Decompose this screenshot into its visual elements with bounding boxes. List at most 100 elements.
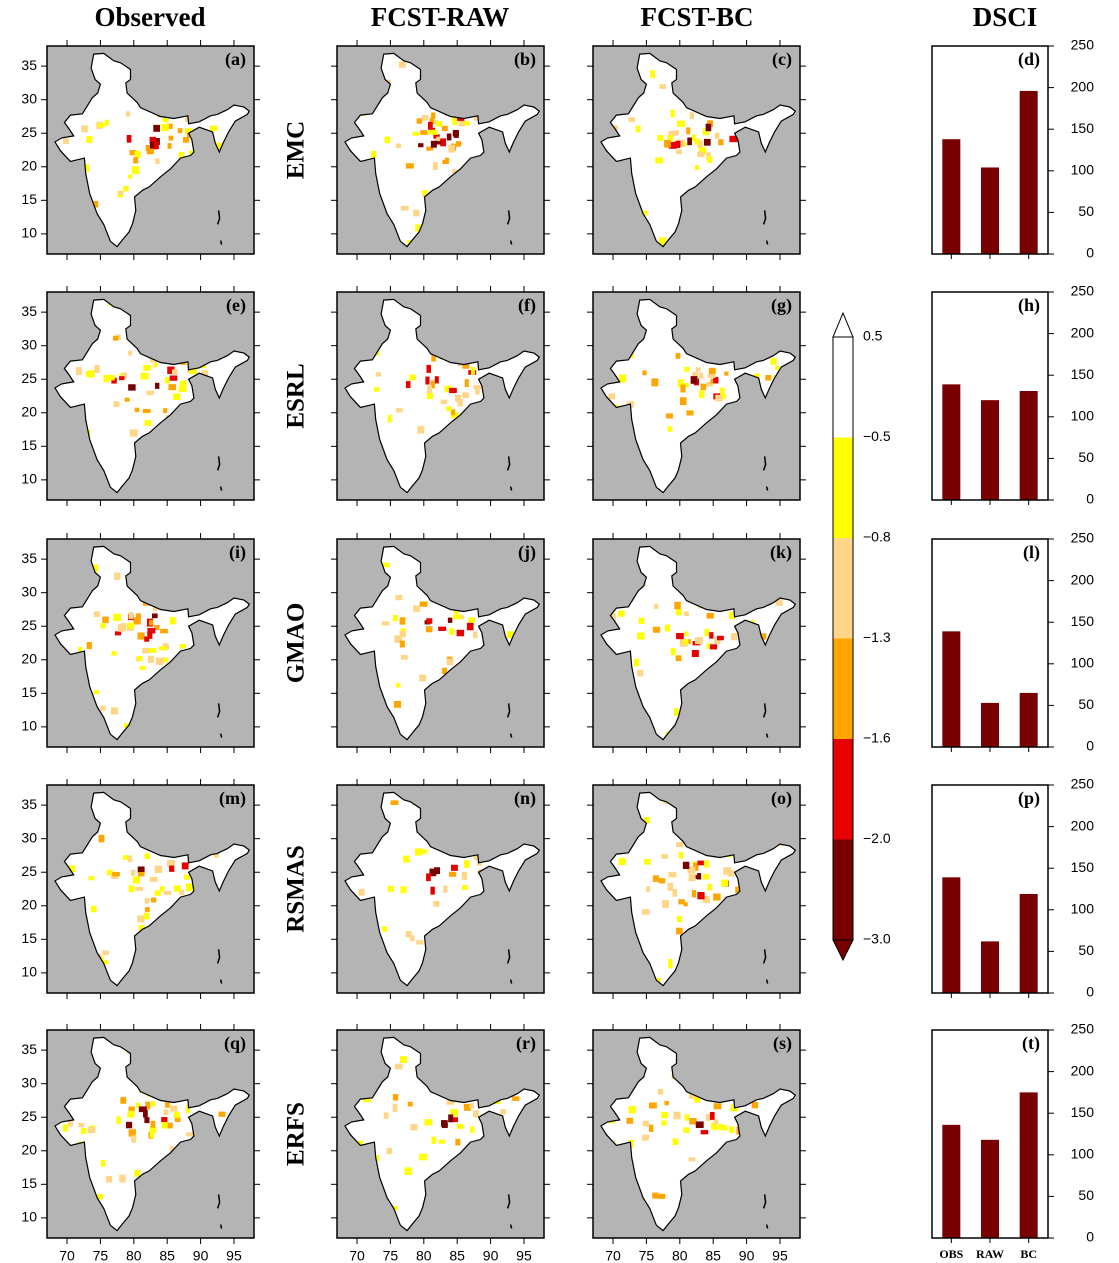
drought-cell [619,375,626,383]
drought-cell [387,1148,392,1154]
column-title: DSCI [973,2,1038,32]
drought-cell [420,849,427,853]
x-tick-label: 90 [193,1248,209,1263]
drought-cell [442,1123,448,1128]
drought-cell [169,136,174,141]
drought-cell [679,852,683,859]
drought-cell [425,377,429,385]
drought-cell [102,617,108,623]
drought-cell [164,891,172,895]
drought-cell [649,1102,657,1108]
drought-cell [448,1114,453,1122]
drought-cell [395,1064,403,1070]
drought-cell [401,206,409,211]
drought-cell [697,152,704,157]
colorbar-extend-top [833,313,853,337]
drought-cell [156,658,164,665]
x-tick-label: 85 [449,1248,465,1263]
drought-cell [405,1167,412,1175]
drought-cell [441,400,447,404]
x-tick-label: 70 [605,1248,621,1263]
colorbar-tick-label: 0.5 [863,328,883,344]
drought-cell [650,70,655,78]
drought-cell [431,141,437,148]
drought-cell [135,887,143,891]
y-tick-label: 25 [21,1108,37,1124]
x-tick-label: 70 [59,1248,75,1263]
drought-cell [428,122,433,130]
drought-cell [707,884,712,891]
x-tick-label: 90 [739,1248,755,1263]
drought-cell [128,1111,134,1117]
drought-cell [662,900,669,908]
drought-cell [88,1127,96,1134]
bar [1020,894,1038,993]
drought-cell [729,1126,734,1133]
drought-cell [426,873,431,881]
drought-cell [500,1109,505,1115]
drought-cell [144,913,150,920]
drought-cell [413,605,420,612]
bar [942,384,960,500]
drought-cell [137,632,144,639]
colorbar-tick-label: −1.6 [863,730,891,746]
drought-cell [120,1097,126,1104]
figure: ObservedFCST-RAWFCST-BCDSCIEMCESRLGMAORS… [0,0,1119,1263]
drought-cell [657,135,663,141]
drought-cell [76,367,82,375]
drought-cell [98,123,105,127]
drought-cell [394,701,401,708]
panel-label: (t) [1022,1033,1040,1054]
drought-cell [170,375,178,380]
drought-cell [639,618,645,624]
drought-cell [155,890,161,896]
drought-cell [169,866,174,872]
drought-cell [675,141,680,148]
drought-cell [128,612,133,619]
drought-cell [695,637,703,644]
drought-cell [145,898,150,904]
drought-cell [456,141,461,146]
panel-label: (p) [1018,788,1040,809]
drought-cell [649,1125,653,1132]
bar [942,139,960,254]
drought-cell [126,1122,132,1128]
drought-cell [170,617,176,624]
colorbar-segment [833,840,853,941]
row-label: RSMAS [283,845,310,933]
drought-cell [180,381,187,387]
drought-cell [718,139,723,145]
drought-cell [710,1112,715,1120]
y-tick-label: 100 [1071,162,1095,178]
drought-cell [676,609,682,615]
drought-cell [179,387,187,392]
drought-cell [63,1124,68,1131]
drought-cell [424,1119,432,1125]
panel-label: (q) [224,1033,246,1054]
drought-cell [715,395,722,402]
drought-cell [391,800,399,805]
drought-cell [68,1121,73,1127]
drought-cell [686,410,693,415]
x-tick-label: 85 [705,1248,721,1263]
x-tick-label: 95 [516,1248,532,1263]
drought-cell [436,121,443,126]
drought-cell [148,656,154,663]
drought-cell [731,633,737,640]
y-tick-label: 35 [21,57,37,73]
y-tick-label: 50 [1078,942,1094,958]
drought-cell [771,358,777,365]
drought-cell [667,883,673,891]
drought-cell [692,135,696,141]
drought-cell [683,1127,689,1133]
drought-cell [443,886,447,893]
drought-cell [677,916,682,922]
drought-cell [409,375,415,381]
drought-cell [385,137,391,144]
drought-cell [721,880,728,887]
drought-cell [676,928,683,935]
y-tick-label: 150 [1071,120,1095,136]
column-title: Observed [95,2,206,32]
drought-cell [653,875,659,882]
drought-cell [651,378,658,386]
